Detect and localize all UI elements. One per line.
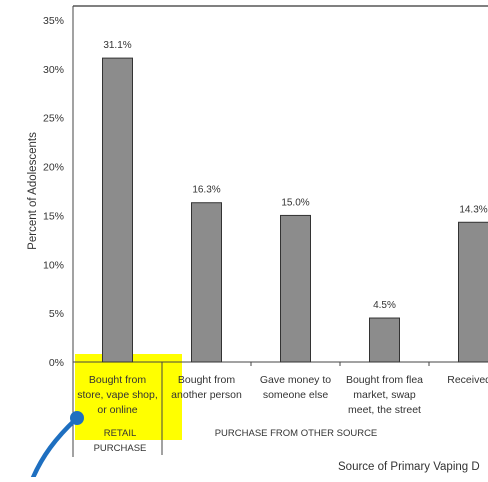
- x-category-label: another person: [171, 389, 242, 401]
- x-category-label: or online: [97, 404, 137, 416]
- bar-value-label: 4.5%: [373, 300, 396, 311]
- bar: [370, 318, 400, 362]
- y-axis-title: Percent of Adolescents: [27, 132, 39, 250]
- y-tick-label: 0%: [49, 357, 64, 369]
- annotation-pointer-line: [32, 419, 76, 477]
- x-category-label: market, swap: [353, 389, 416, 401]
- x-category-label: meet, the street: [348, 404, 421, 416]
- bar-value-label: 31.1%: [103, 40, 131, 51]
- x-category-label: store, vape shop,: [77, 389, 158, 401]
- bar-value-label: 14.3%: [459, 204, 487, 215]
- x-category-label: Bought from: [178, 374, 235, 386]
- group-label-retail: RETAIL: [104, 428, 137, 439]
- annotation-pointer-dot: [70, 411, 84, 425]
- x-category-label: Bought from flea: [346, 374, 423, 386]
- x-category-label: Gave money to: [260, 374, 331, 386]
- x-category-label: someone else: [263, 389, 329, 401]
- bar-value-label: 16.3%: [192, 185, 220, 196]
- y-tick-label: 10%: [43, 259, 64, 271]
- x-category-label: Bought from: [89, 374, 146, 386]
- x-category-label: Received a: [447, 374, 488, 386]
- bar: [281, 215, 311, 362]
- y-tick-label: 15%: [43, 210, 64, 222]
- group-label-retail: PURCHASE: [94, 443, 147, 454]
- bar: [103, 58, 133, 362]
- bar-value-label: 15.0%: [281, 197, 309, 208]
- y-tick-label: 25%: [43, 113, 64, 125]
- bar: [192, 203, 222, 362]
- y-tick-label: 20%: [43, 162, 64, 174]
- y-tick-label: 35%: [43, 15, 64, 27]
- x-axis-title: Source of Primary Vaping D: [338, 461, 480, 473]
- y-tick-label: 5%: [49, 308, 64, 320]
- group-label-other: PURCHASE FROM OTHER SOURCE: [215, 428, 378, 439]
- bar: [459, 222, 488, 362]
- y-tick-label: 30%: [43, 64, 64, 76]
